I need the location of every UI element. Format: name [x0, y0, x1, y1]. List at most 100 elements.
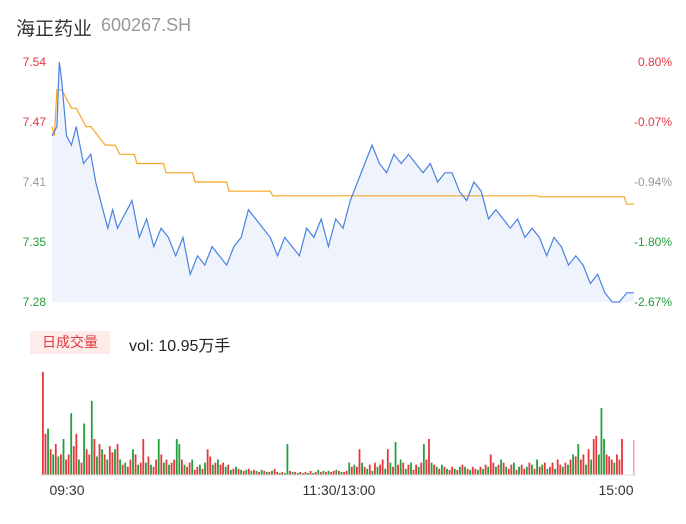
volume-bar	[559, 464, 562, 475]
percent-tick-label: 0.80%	[638, 55, 672, 69]
volume-bar	[464, 466, 466, 475]
volume-bar	[492, 462, 495, 475]
volume-bar	[191, 459, 194, 475]
volume-bar	[507, 468, 510, 475]
volume-bar	[237, 468, 240, 475]
volume-bar	[386, 449, 389, 475]
volume-bar	[392, 466, 394, 475]
volume-bar	[561, 466, 564, 475]
volume-bar	[111, 452, 114, 475]
volume-bar	[404, 468, 407, 475]
volume-bar	[363, 466, 366, 475]
volume-bar	[479, 466, 482, 475]
volume-bar	[345, 470, 348, 475]
volume-bar	[253, 469, 255, 475]
volume-bar	[376, 466, 379, 475]
volume-bar	[72, 446, 75, 475]
volume-bar	[49, 449, 52, 475]
volume-badge[interactable]: 日成交量	[30, 331, 110, 354]
volume-bar	[101, 449, 103, 475]
volume-bar	[615, 454, 618, 475]
volume-bar	[211, 464, 214, 475]
volume-bar	[554, 468, 557, 475]
volume-bar	[546, 468, 549, 475]
volume-bar	[358, 449, 361, 475]
volume-bar	[417, 466, 420, 475]
volume-bar	[242, 470, 245, 475]
volume-bar	[605, 454, 608, 475]
volume-bar	[466, 468, 469, 475]
volume-bar	[245, 469, 248, 475]
volume-bar	[461, 464, 464, 475]
volume-bar	[265, 471, 268, 475]
volume-bar	[523, 468, 526, 475]
volume-bar	[425, 459, 428, 475]
volume-bar	[206, 449, 209, 475]
volume-bar	[338, 470, 340, 475]
percent-axis: 0.80% -0.07% -0.94% -1.80% -2.67%	[634, 55, 672, 309]
volume-bar	[80, 462, 83, 475]
volume-bar	[57, 456, 60, 475]
price-area-fill	[52, 62, 634, 302]
volume-bar	[319, 471, 322, 475]
volume-bar	[368, 464, 371, 475]
volume-bar	[379, 464, 381, 475]
volume-bar	[567, 464, 569, 475]
volume-bar	[317, 469, 320, 475]
volume-bar	[451, 466, 454, 475]
volume-bar	[47, 428, 49, 475]
volume-bar	[541, 464, 544, 475]
volume-bar	[618, 459, 621, 475]
volume-bar	[54, 444, 57, 475]
volume-bar	[175, 438, 178, 475]
volume-bar	[268, 471, 271, 475]
volume-bar	[551, 462, 554, 475]
volume-bar	[610, 459, 613, 475]
volume-bar	[314, 471, 317, 475]
volume-bar	[600, 408, 603, 475]
volume-bar	[443, 466, 446, 475]
volume-bar	[458, 466, 461, 475]
volume-bar	[497, 464, 500, 475]
volume-bar	[173, 459, 176, 475]
volume-bar	[538, 466, 541, 475]
volume-bar	[103, 454, 106, 475]
volume-bar	[587, 449, 590, 475]
volume-bar	[162, 462, 165, 475]
volume-bar	[70, 413, 73, 475]
volume-bar	[549, 466, 551, 475]
volume-bar	[147, 456, 150, 475]
volume-bar	[384, 468, 387, 475]
volume-value: vol: 10.95万手	[129, 338, 231, 355]
volume-bar	[301, 472, 304, 475]
volume-bar	[500, 459, 502, 475]
volume-bar	[142, 438, 145, 475]
volume-bar	[353, 464, 356, 475]
volume-bar	[327, 470, 330, 475]
volume-bar	[371, 470, 374, 475]
volume-bar	[199, 464, 201, 475]
volume-bar	[433, 464, 436, 475]
volume-bar	[232, 468, 235, 475]
volume-bar	[572, 454, 575, 475]
volume-bar	[273, 468, 276, 475]
volume-bar	[348, 462, 351, 475]
volume-bar	[291, 471, 294, 475]
volume-bar	[278, 472, 281, 475]
volume-bar	[397, 464, 399, 475]
volume-bar	[108, 446, 111, 475]
volume-bar	[597, 454, 600, 475]
percent-tick-label: -1.80%	[634, 235, 672, 249]
volume-bar	[515, 469, 518, 475]
volume-bar	[579, 459, 582, 475]
volume-bar	[227, 464, 230, 475]
volume-bar	[325, 471, 327, 475]
price-tick-label: 7.41	[23, 175, 47, 189]
volume-bar	[152, 466, 155, 475]
volume-bar	[276, 471, 279, 475]
volume-bar	[394, 442, 397, 475]
percent-tick-label: -0.07%	[634, 115, 672, 129]
volume-bar	[487, 466, 490, 475]
volume-bar	[528, 462, 531, 475]
